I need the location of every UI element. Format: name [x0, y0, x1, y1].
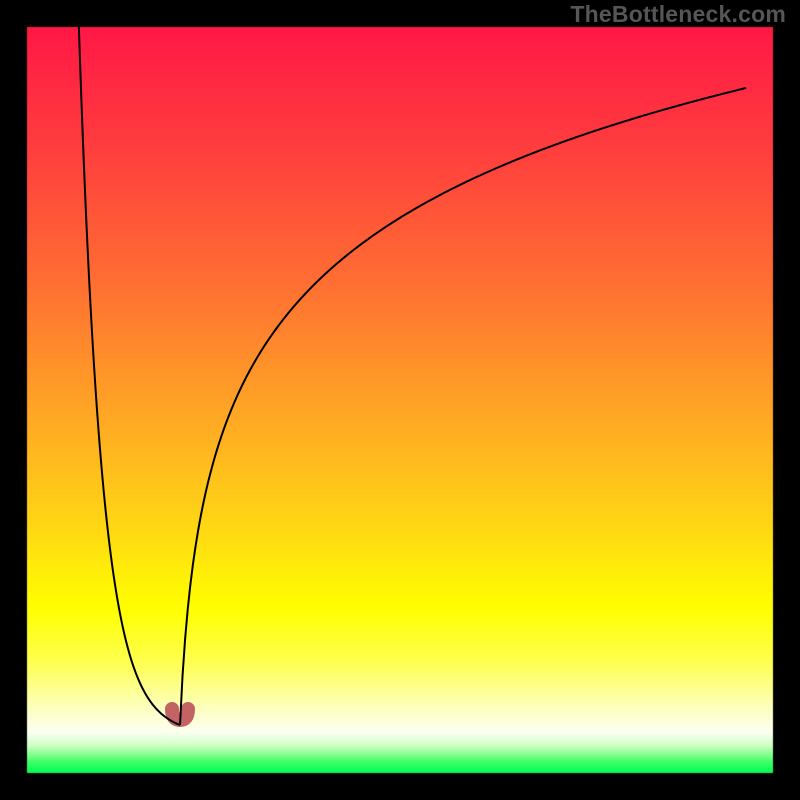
curve-right-branch: [180, 88, 746, 725]
watermark-text: TheBottleneck.com: [570, 1, 786, 28]
curve-left-branch: [79, 27, 180, 725]
chart-container: TheBottleneck.com: [0, 0, 800, 800]
curve-overlay: [0, 0, 800, 800]
